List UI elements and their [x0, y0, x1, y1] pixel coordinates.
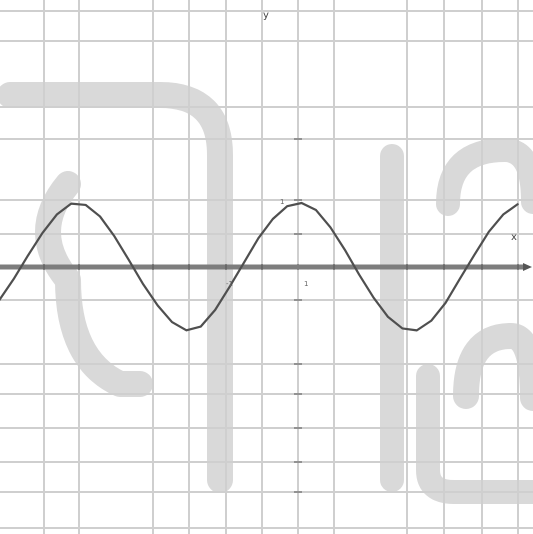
labels-layer: y x -1 1 1: [226, 10, 517, 288]
x-axis-label: x: [511, 232, 517, 243]
watermark-layer: [0, 82, 533, 504]
x-tick-label: -1: [226, 280, 233, 288]
watermark-shape: [436, 138, 533, 216]
x-axis-arrow: [523, 263, 532, 271]
curve-layer: [0, 201, 519, 332]
sine-curve: [0, 201, 519, 332]
watermark-shape: [453, 323, 533, 411]
y-tick-label: 1: [280, 198, 284, 206]
y-axis-label: y: [263, 10, 269, 21]
watermark-shape: [35, 171, 153, 397]
watermark-shape: [0, 82, 233, 493]
ticks-layer: [43, 138, 519, 493]
x-tick-label: 1: [304, 280, 308, 288]
